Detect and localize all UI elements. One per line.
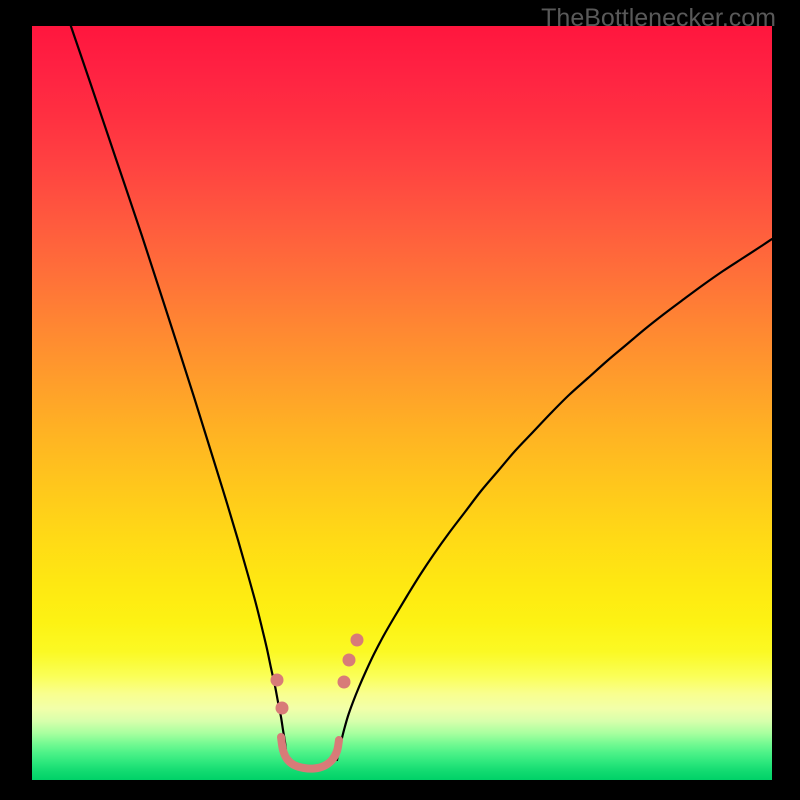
bottom-glyphs-dot-1 (276, 702, 289, 715)
curve-left (64, 6, 287, 760)
curve-layer (0, 0, 800, 800)
bottom-glyphs-dot-2 (338, 676, 351, 689)
watermark-text: TheBottlenecker.com (541, 4, 776, 33)
bottom-glyphs-dot-3 (343, 654, 356, 667)
curve-right (337, 239, 772, 760)
chart-area (32, 26, 772, 780)
bottom-glyphs-u (281, 737, 339, 769)
bottom-glyphs-dot-0 (271, 674, 284, 687)
canvas-root: TheBottlenecker.com (0, 0, 800, 800)
bottom-glyphs-dot-4 (351, 634, 364, 647)
